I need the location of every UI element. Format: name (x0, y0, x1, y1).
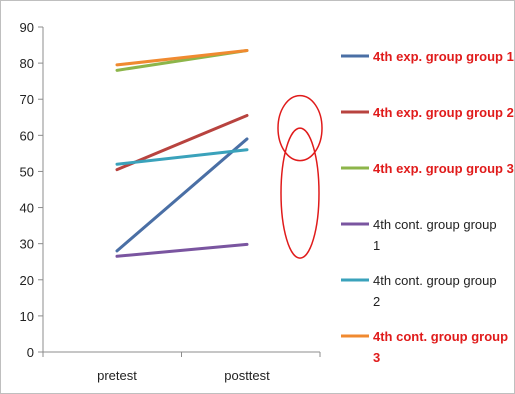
annotation-ellipse (277, 94, 323, 162)
legend-label: 4th exp. group group 1 (373, 49, 514, 64)
y-tick-label: 10 (20, 309, 34, 324)
x-axis-ticks: pretest posttest (42, 352, 321, 383)
legend-label: 4th exp. group group 2 (373, 105, 514, 120)
y-tick-label: 50 (20, 164, 34, 179)
axes (42, 27, 320, 353)
legend-label: 4th cont. group group 3 (373, 329, 508, 365)
legend-label: 4th cont. group group 1 (373, 217, 497, 253)
x-tick-label: pretest (97, 368, 137, 383)
y-tick-label: 60 (20, 128, 34, 143)
y-tick-label: 40 (20, 201, 34, 216)
legend-label: 4th exp. group group 3 (373, 161, 514, 176)
series-line-4th-cont-group-group-3 (115, 48, 249, 67)
y-axis-ticks: 0 10 20 30 40 50 60 70 80 90 (20, 20, 43, 360)
legend: 4th exp. group group 1 4th exp. group gro… (341, 49, 514, 365)
series-lines (115, 48, 249, 258)
legend-label: 4th cont. group group 2 (373, 273, 497, 309)
y-tick-label: 80 (20, 56, 34, 71)
series-line-4th-exp-group-group-1 (115, 137, 249, 253)
series-line-4th-cont-group-group-1 (115, 242, 249, 258)
y-tick-label: 20 (20, 273, 34, 288)
y-tick-label: 90 (20, 20, 34, 35)
annotations (277, 94, 323, 259)
x-tick-label: posttest (224, 368, 270, 383)
y-tick-label: 30 (20, 237, 34, 252)
annotation-ellipse (280, 127, 320, 259)
y-tick-label: 0 (27, 345, 34, 360)
series-line-4th-cont-group-group-2 (115, 148, 249, 166)
y-tick-label: 70 (20, 92, 34, 107)
